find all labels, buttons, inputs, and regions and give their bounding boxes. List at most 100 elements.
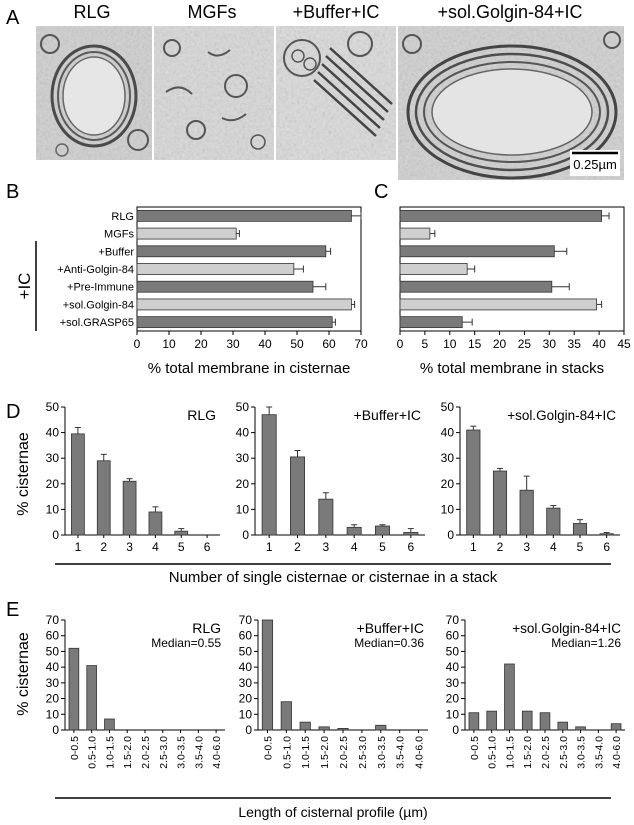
x-tick-label: 2.0-2.5 bbox=[338, 736, 350, 769]
x-axis-label: % total membrane in stacks bbox=[420, 360, 604, 377]
bar bbox=[174, 530, 189, 536]
bar bbox=[136, 316, 333, 329]
bar bbox=[261, 414, 277, 536]
y-tick-label: 40 bbox=[236, 426, 250, 440]
bar bbox=[68, 647, 80, 731]
y-tick-label: 50 bbox=[239, 644, 253, 658]
panel-label-a: A bbox=[6, 7, 20, 29]
y-tick-label: 0 bbox=[452, 723, 459, 737]
bar bbox=[575, 726, 586, 731]
bar bbox=[539, 712, 551, 731]
x-tick-label: 3.5-4.0 bbox=[193, 736, 205, 769]
x-tick-label: 1.0-1.5 bbox=[300, 736, 312, 769]
category-label: +Buffer bbox=[98, 246, 134, 258]
x-tick-label: 6 bbox=[204, 540, 211, 554]
y-tick-label: 50 bbox=[441, 400, 455, 414]
chart-d-sol-golgin-ic: 0 10 20 30 40 50 1 2 3 4 5 6 +sol.Golgin-84+IC bbox=[441, 400, 620, 554]
d-ylabel: % cisternae bbox=[15, 432, 32, 516]
x-tick-label: 2.5-3.0 bbox=[357, 736, 369, 769]
bar bbox=[346, 526, 362, 536]
y-tick-label: 20 bbox=[236, 477, 250, 491]
bar bbox=[486, 710, 497, 731]
y-tick-label: 20 bbox=[446, 692, 460, 706]
micrograph-rlg bbox=[36, 26, 152, 160]
chart-b: RLG MGFs +Buffer +Anti-Golgin-84 +Pre-Immune… bbox=[57, 206, 368, 377]
bar bbox=[136, 209, 352, 222]
y-tick-label: 40 bbox=[446, 660, 460, 674]
micrograph-mgfs bbox=[154, 26, 274, 160]
x-tick-label: 2.0-2.5 bbox=[540, 736, 552, 769]
y-tick-label: 50 bbox=[46, 400, 60, 414]
x-tick-label: 4 bbox=[351, 540, 358, 554]
chart-title: +Buffer+IC bbox=[357, 620, 424, 636]
d-xlabel: Number of single cisternae or cisternae … bbox=[169, 569, 498, 586]
y-tick-label: 30 bbox=[46, 676, 60, 690]
x-tick-label: 4.0-6.0 bbox=[414, 736, 426, 769]
bar bbox=[399, 316, 463, 329]
bar bbox=[610, 723, 622, 731]
x-tick-label: 1.0-1.5 bbox=[104, 736, 116, 769]
category-label: RLG bbox=[111, 211, 134, 223]
x-tick-label: 40 bbox=[592, 337, 606, 351]
y-tick-label: 20 bbox=[441, 477, 455, 491]
x-tick-label: 2 bbox=[294, 540, 301, 554]
x-tick-label: 30 bbox=[226, 337, 240, 351]
chart-title: +sol.Golgin-84+IC bbox=[512, 621, 621, 636]
y-tick-label: 40 bbox=[46, 660, 60, 674]
x-tick-label: 50 bbox=[290, 337, 304, 351]
y-tick-label: 70 bbox=[239, 613, 253, 627]
bar bbox=[299, 721, 311, 731]
x-tick-label: 4 bbox=[152, 540, 159, 554]
x-tick-label: 70 bbox=[354, 337, 368, 351]
bar bbox=[399, 280, 553, 293]
bar bbox=[136, 298, 352, 311]
y-tick-label: 50 bbox=[236, 400, 250, 414]
y-tick-label: 0 bbox=[447, 528, 454, 542]
bar bbox=[492, 470, 508, 536]
bar bbox=[136, 263, 295, 275]
y-tick-label: 0 bbox=[52, 528, 59, 542]
micrograph-title-mgfs: MGFs bbox=[188, 2, 237, 22]
bar bbox=[468, 712, 480, 731]
y-tick-label: 30 bbox=[446, 676, 460, 690]
x-tick-label: 5 bbox=[422, 337, 429, 351]
x-tick-label: 1.5-2.0 bbox=[319, 736, 331, 769]
bar bbox=[290, 456, 305, 536]
y-tick-label: 50 bbox=[46, 644, 60, 658]
y-tick-label: 30 bbox=[441, 451, 455, 465]
y-tick-label: 10 bbox=[46, 502, 60, 516]
bar bbox=[136, 280, 314, 293]
chart-title: +Buffer+IC bbox=[354, 407, 421, 423]
micrograph-title-rlg: RLG bbox=[73, 2, 110, 22]
panel-label-c: C bbox=[374, 181, 388, 203]
bar bbox=[399, 227, 431, 240]
bar bbox=[280, 701, 292, 731]
panel-label-d: D bbox=[6, 401, 20, 423]
x-tick-label: 3 bbox=[126, 540, 133, 554]
x-tick-label: 1 bbox=[75, 540, 82, 554]
bar bbox=[519, 489, 534, 536]
micrograph-title-buffer-ic: +Buffer+IC bbox=[293, 2, 380, 22]
y-tick-label: 60 bbox=[239, 629, 253, 643]
x-tick-label: 3.0-3.5 bbox=[576, 736, 588, 769]
chart-d-buffer-ic: 0 10 20 30 40 50 1 2 3 4 5 6 +Buffer+IC bbox=[236, 400, 425, 554]
x-tick-label: 10 bbox=[443, 337, 457, 351]
bar bbox=[86, 665, 97, 731]
x-tick-label: 2.5-3.0 bbox=[558, 736, 570, 769]
x-tick-label: 0 bbox=[397, 337, 404, 351]
x-tick-label: 5 bbox=[178, 540, 185, 554]
x-tick-label: 35 bbox=[568, 337, 582, 351]
e-ylabel: % cisternae bbox=[15, 632, 32, 716]
x-tick-label: 6 bbox=[407, 540, 414, 554]
y-tick-label: 10 bbox=[236, 502, 250, 516]
category-label: +sol.Golgin-84 bbox=[63, 299, 134, 311]
y-tick-label: 30 bbox=[46, 451, 60, 465]
median-label: Median=0.36 bbox=[354, 636, 424, 650]
bar bbox=[318, 498, 334, 536]
bar bbox=[557, 721, 569, 731]
y-tick-label: 40 bbox=[46, 426, 60, 440]
bar bbox=[375, 724, 387, 731]
e-xlabel: Length of cisternal profile (µm) bbox=[238, 804, 427, 820]
